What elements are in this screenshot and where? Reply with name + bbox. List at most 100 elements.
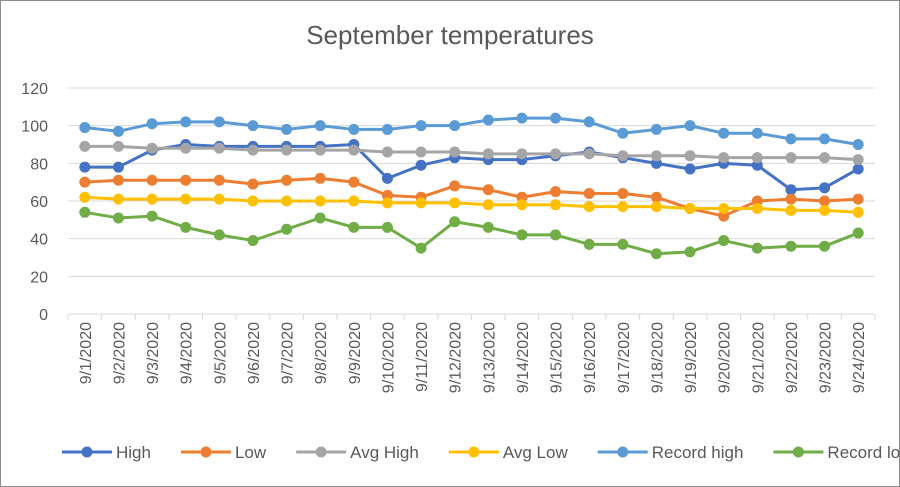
data-point xyxy=(550,186,562,198)
x-tick-label: 9/3/2020 xyxy=(145,322,162,384)
x-tick-label: 9/19/2020 xyxy=(683,322,700,393)
data-point xyxy=(482,148,494,160)
legend-label: Record low xyxy=(827,443,900,462)
data-point xyxy=(516,199,528,211)
y-tick-label: 20 xyxy=(30,269,48,286)
data-point xyxy=(516,112,528,124)
data-point xyxy=(381,146,393,158)
legend-marker xyxy=(81,446,93,458)
data-point xyxy=(314,195,326,207)
x-tick-label: 9/22/2020 xyxy=(784,322,801,393)
x-tick-label: 9/7/2020 xyxy=(280,322,297,384)
data-point xyxy=(247,144,259,156)
data-point xyxy=(785,184,797,196)
data-point xyxy=(516,229,528,241)
legend-marker xyxy=(200,446,212,458)
data-point xyxy=(281,174,293,186)
data-point xyxy=(819,182,831,194)
data-point xyxy=(617,127,629,139)
data-point xyxy=(583,201,595,213)
data-point xyxy=(819,133,831,145)
data-point xyxy=(112,140,124,152)
x-tick-label: 9/2/2020 xyxy=(111,322,128,384)
data-point xyxy=(146,118,158,130)
data-point xyxy=(247,120,259,132)
series-line-avg-low xyxy=(84,195,859,214)
x-tick-label: 9/1/2020 xyxy=(78,322,95,384)
data-point xyxy=(213,116,225,128)
data-point xyxy=(785,204,797,216)
data-point xyxy=(516,148,528,160)
data-point xyxy=(751,159,763,171)
data-point xyxy=(415,146,427,158)
data-point xyxy=(684,163,696,175)
data-point xyxy=(684,203,696,215)
x-tick-label: 9/24/2020 xyxy=(851,322,868,393)
data-point xyxy=(684,150,696,162)
chart-title: September temperatures xyxy=(306,20,594,50)
x-tick-label: 9/23/2020 xyxy=(818,322,835,393)
x-tick-label: 9/5/2020 xyxy=(212,322,229,384)
legend-label: Avg High xyxy=(350,443,419,462)
data-point xyxy=(751,127,763,139)
x-tick-label: 9/8/2020 xyxy=(313,322,330,384)
data-point xyxy=(583,238,595,250)
data-point xyxy=(550,112,562,124)
data-point xyxy=(718,210,730,222)
data-point xyxy=(281,123,293,135)
data-point xyxy=(852,163,864,175)
data-point xyxy=(785,152,797,164)
data-point xyxy=(79,122,91,134)
series-line-low xyxy=(84,176,859,218)
data-point xyxy=(650,191,662,203)
x-tick-label: 9/12/2020 xyxy=(448,322,465,393)
legend-label: Avg Low xyxy=(503,443,569,462)
data-point xyxy=(550,199,562,211)
data-point xyxy=(146,174,158,186)
x-tick-label: 9/16/2020 xyxy=(582,322,599,393)
data-point xyxy=(718,235,730,247)
data-point xyxy=(247,235,259,247)
data-point xyxy=(751,242,763,254)
data-point xyxy=(79,191,91,203)
series-line-record-low xyxy=(84,210,859,256)
data-point xyxy=(348,221,360,233)
data-point xyxy=(180,116,192,128)
data-point xyxy=(550,229,562,241)
data-point xyxy=(449,197,461,209)
data-point xyxy=(415,242,427,254)
data-point xyxy=(146,210,158,222)
x-tick-label: 9/11/2020 xyxy=(414,322,431,392)
data-point xyxy=(180,174,192,186)
data-point xyxy=(751,152,763,164)
legend-label: Low xyxy=(235,443,267,462)
data-point xyxy=(650,123,662,135)
data-point xyxy=(852,193,864,205)
data-point xyxy=(415,197,427,209)
x-tick-label: 9/10/2020 xyxy=(380,322,397,393)
data-point xyxy=(79,140,91,152)
x-tick-label: 9/13/2020 xyxy=(481,322,498,393)
y-tick-label: 120 xyxy=(21,81,48,98)
data-point xyxy=(617,238,629,250)
data-point xyxy=(583,148,595,160)
data-point xyxy=(482,221,494,233)
x-tick-label: 9/21/2020 xyxy=(750,322,767,393)
data-point xyxy=(112,125,124,137)
data-point xyxy=(482,199,494,211)
data-point xyxy=(348,144,360,156)
data-point xyxy=(852,227,864,239)
data-point xyxy=(213,174,225,186)
data-point xyxy=(684,120,696,132)
x-tick-label: 9/15/2020 xyxy=(549,322,566,393)
data-point xyxy=(381,189,393,201)
data-point xyxy=(852,206,864,218)
data-point xyxy=(381,197,393,209)
data-point xyxy=(617,201,629,213)
legend-marker xyxy=(617,446,629,458)
data-point xyxy=(617,187,629,199)
data-point xyxy=(449,120,461,132)
x-tick-label: 9/9/2020 xyxy=(347,322,364,384)
data-point xyxy=(213,142,225,154)
